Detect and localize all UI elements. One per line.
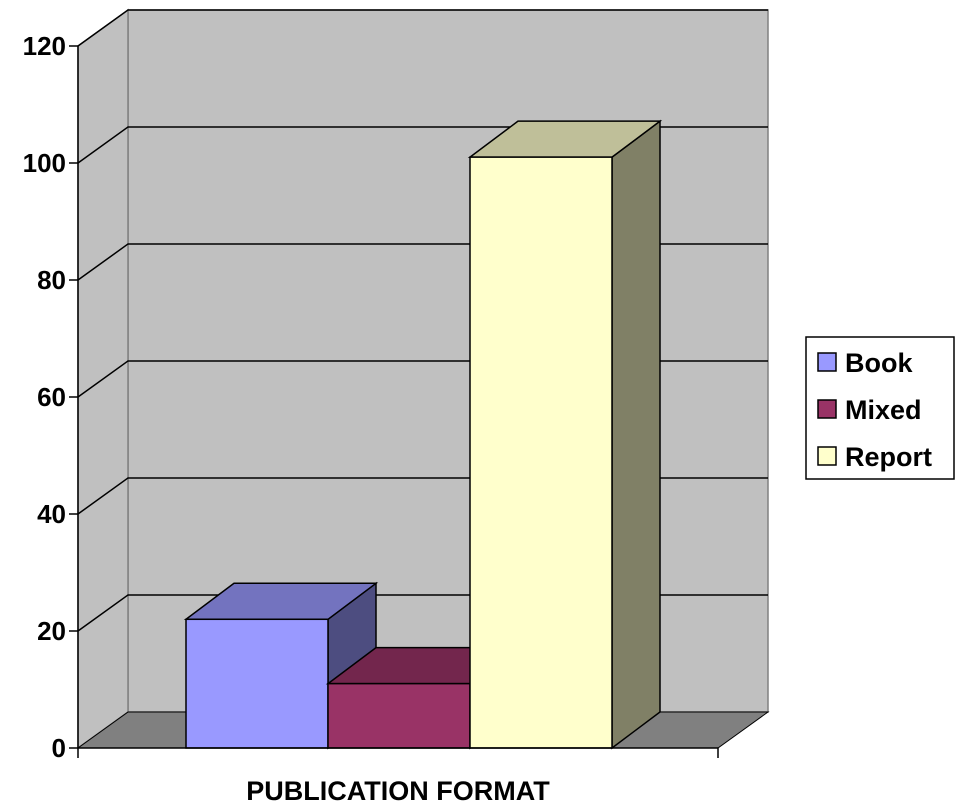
bar-front xyxy=(469,156,613,749)
bar-front xyxy=(185,618,329,749)
x-axis-title: PUBLICATION FORMAT xyxy=(246,776,550,806)
y-tick-label: 20 xyxy=(37,616,66,646)
legend: Book Mixed Report xyxy=(805,336,955,480)
legend-swatch xyxy=(817,352,837,372)
bar-report xyxy=(467,119,663,750)
chart-walls xyxy=(77,8,769,750)
legend-label: Mixed xyxy=(845,395,922,425)
y-axis-ticks: 0 20 40 60 80 100 120 xyxy=(23,31,78,763)
legend-swatch xyxy=(817,446,837,466)
legend-label: Report xyxy=(845,442,932,472)
bar-front xyxy=(327,682,471,749)
bar-side xyxy=(611,119,661,750)
y-tick-label: 100 xyxy=(23,148,66,178)
y-tick-label: 80 xyxy=(37,265,66,295)
y-tick-label: 40 xyxy=(37,499,66,529)
legend-label: Book xyxy=(845,348,913,378)
y-tick-label: 120 xyxy=(23,31,66,61)
gridline xyxy=(77,9,768,47)
y-tick-label: 0 xyxy=(52,733,66,763)
legend-swatch xyxy=(817,399,837,419)
bars xyxy=(183,119,663,750)
y-tick-label: 60 xyxy=(37,382,66,412)
